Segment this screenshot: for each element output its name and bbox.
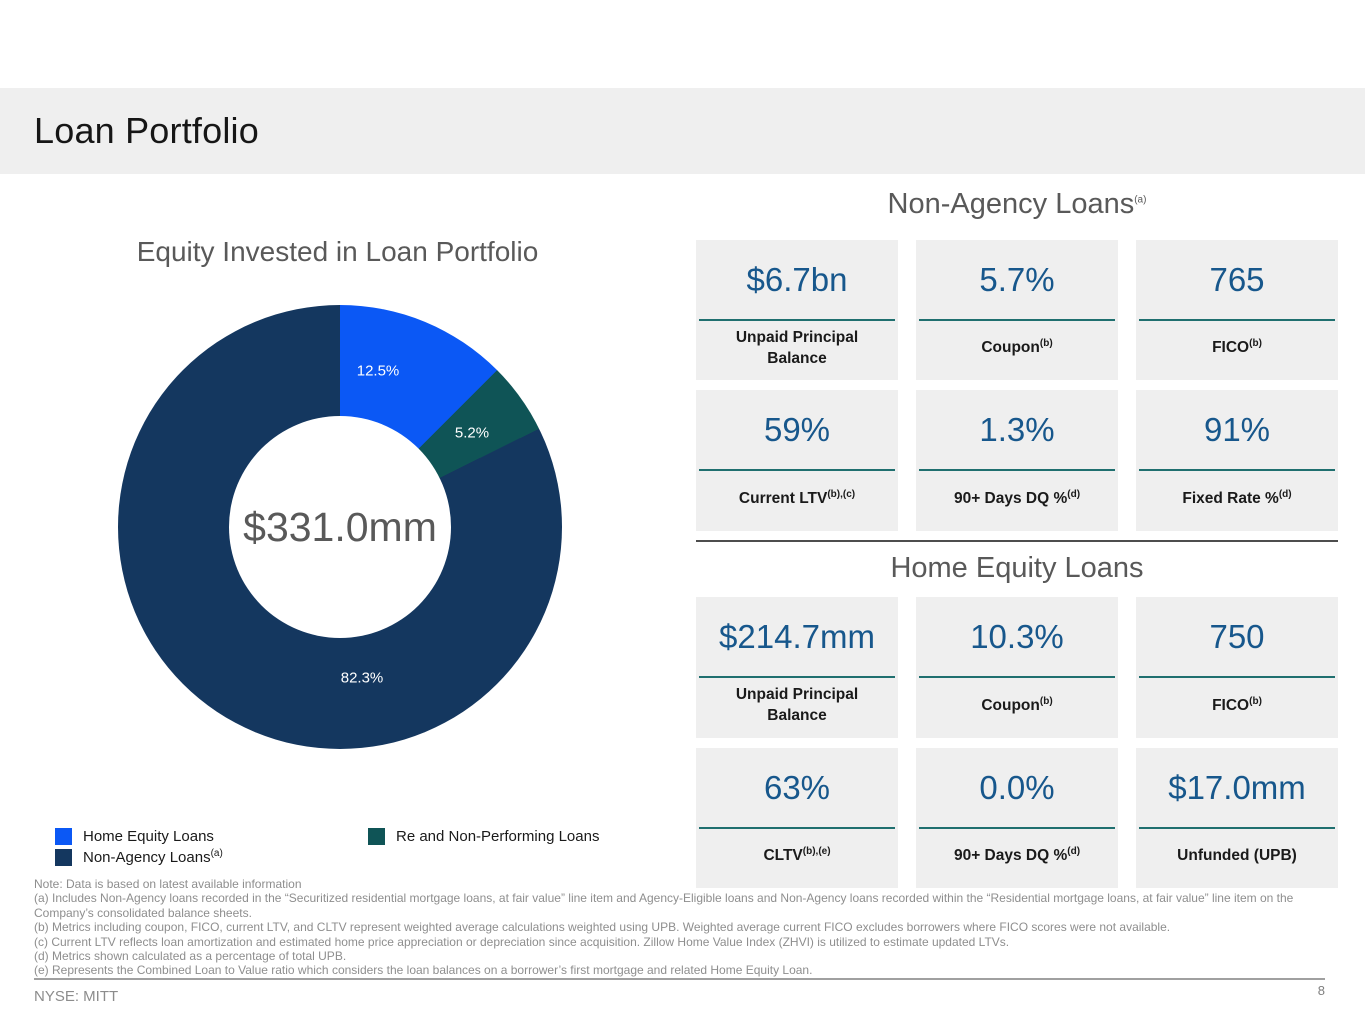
metric-card-na-coupon: 5.7% Coupon(b): [916, 240, 1118, 380]
card-divider: [1139, 827, 1335, 829]
card-divider: [1139, 319, 1335, 321]
legend-swatch-re-nonperforming-icon: [368, 827, 385, 845]
page-title: Loan Portfolio: [34, 110, 259, 151]
metric-label: 90+ Days DQ %(d): [953, 845, 1081, 865]
card-divider: [1139, 469, 1335, 471]
header-band: Loan Portfolio: [0, 88, 1365, 174]
metric-label: Coupon(b): [981, 695, 1053, 714]
legend-label: Re and Non-Performing Loans: [396, 827, 600, 845]
legend-item-non-agency: Non-Agency Loans(a): [55, 848, 223, 866]
card-divider: [1139, 676, 1335, 678]
card-divider: [919, 469, 1115, 471]
metric-value: $6.7bn: [746, 260, 848, 298]
metric-label: CLTV(b),(e): [763, 845, 831, 865]
legend-swatch-home-equity-icon: [55, 827, 72, 845]
metric-value: 5.7%: [979, 260, 1055, 298]
card-divider: [699, 676, 895, 678]
footer-rule: [34, 978, 1325, 980]
footer-ticker: NYSE: MITT: [34, 988, 119, 1005]
metric-value: 10.3%: [970, 617, 1064, 655]
metric-card-na-fico: 765 FICO(b): [1136, 240, 1338, 380]
metric-row: 63% CLTV(b),(e) 0.0% 90+ Days DQ %(d) $1…: [696, 748, 1338, 888]
metric-card-na-upb: $6.7bn Unpaid Principal Balance: [696, 240, 898, 380]
metric-label: Unfunded (UPB): [1177, 847, 1297, 865]
footnote-b: (b) Metrics including coupon, FICO, curr…: [34, 920, 1171, 935]
metric-card-na-fixed-rate: 91% Fixed Rate %(d): [1136, 390, 1338, 531]
slice-label-non-agency: 82.3%: [340, 669, 384, 687]
chart-title: Equity Invested in Loan Portfolio: [136, 236, 539, 267]
metric-card-he-unfunded: $17.0mm Unfunded (UPB): [1136, 748, 1338, 888]
metric-label: Unpaid Principal Balance: [735, 686, 859, 724]
card-divider: [699, 469, 895, 471]
metric-card-na-ltv: 59% Current LTV(b),(c): [696, 390, 898, 531]
card-divider: [919, 827, 1115, 829]
footnote-a: (a) Includes Non-Agency loans recorded i…: [34, 891, 1294, 920]
legend-label: Non-Agency Loans(a): [83, 847, 223, 866]
metric-value: $17.0mm: [1168, 768, 1306, 806]
section-heading-non-agency: Non-Agency Loans(a): [887, 188, 1147, 220]
donut-chart-wrap: 12.5% 5.2% 82.3% $331.0mm: [118, 305, 562, 749]
footnote-d: (d) Metrics shown calculated as a percen…: [34, 949, 347, 964]
card-divider: [699, 319, 895, 321]
slice-label-home-equity: 12.5%: [356, 362, 400, 380]
page-number: 8: [1317, 983, 1325, 998]
legend-item-home-equity: Home Equity Loans: [55, 827, 214, 845]
donut-hole: $331.0mm: [229, 416, 451, 638]
metric-row: $6.7bn Unpaid Principal Balance 5.7% Cou…: [696, 240, 1338, 380]
section-divider: [696, 540, 1338, 542]
metric-card-he-coupon: 10.3% Coupon(b): [916, 597, 1118, 738]
legend-swatch-non-agency-icon: [55, 848, 72, 866]
metric-value: 1.3%: [979, 410, 1055, 448]
metric-card-he-upb: $214.7mm Unpaid Principal Balance: [696, 597, 898, 738]
card-divider: [919, 676, 1115, 678]
metric-label: Coupon(b): [981, 337, 1053, 357]
footnotes: Note: Data is based on latest available …: [34, 877, 1326, 978]
metric-label: Fixed Rate %(d): [1182, 488, 1292, 507]
metric-card-na-dq: 1.3% 90+ Days DQ %(d): [916, 390, 1118, 531]
metric-value: 750: [1209, 617, 1265, 655]
metric-label: FICO(b): [1212, 695, 1262, 714]
metric-value: 765: [1209, 260, 1265, 298]
footnote-c: (c) Current LTV reflects loan amortizati…: [34, 934, 1010, 949]
metric-card-he-dq: 0.0% 90+ Days DQ %(d): [916, 748, 1118, 888]
metric-row: $214.7mm Unpaid Principal Balance 10.3% …: [696, 597, 1338, 738]
metric-label: 90+ Days DQ %(d): [953, 488, 1081, 507]
metric-value: 91%: [1203, 410, 1271, 448]
metric-value: $214.7mm: [719, 617, 875, 655]
metric-label: Current LTV(b),(c): [738, 488, 856, 507]
metric-value: 63%: [763, 768, 831, 806]
footnote-e: (e) Represents the Combined Loan to Valu…: [34, 963, 813, 978]
metric-label: Unpaid Principal Balance: [735, 328, 859, 367]
footnote-note: Note: Data is based on latest available …: [34, 877, 302, 891]
section-heading-home-equity: Home Equity Loans: [890, 552, 1144, 584]
metric-value: 0.0%: [979, 768, 1055, 806]
metric-value: 59%: [763, 410, 831, 448]
metric-card-he-cltv: 63% CLTV(b),(e): [696, 748, 898, 888]
donut-center-label: $331.0mm: [243, 503, 437, 550]
legend-label: Home Equity Loans: [83, 827, 214, 845]
card-divider: [699, 827, 895, 829]
legend-item-re-nonperforming: Re and Non-Performing Loans: [368, 827, 599, 845]
metric-card-he-fico: 750 FICO(b): [1136, 597, 1338, 738]
slice-label-re-nonperforming: 5.2%: [454, 424, 490, 442]
metric-row: 59% Current LTV(b),(c) 1.3% 90+ Days DQ …: [696, 390, 1338, 531]
metric-label: FICO(b): [1212, 337, 1262, 357]
card-divider: [919, 319, 1115, 321]
